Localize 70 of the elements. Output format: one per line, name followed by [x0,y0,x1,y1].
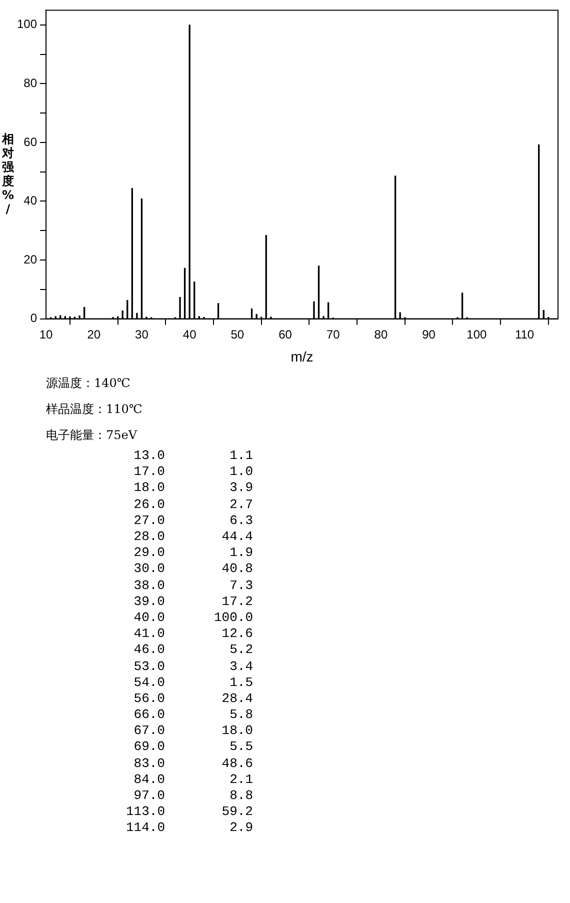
y-tick-label: 80 [24,76,38,90]
text: 54.0 [132,674,165,691]
text: 44.4 [220,528,253,546]
text: 18.0 [220,723,253,740]
text: 40.0 [132,610,165,626]
text: 8.8 [228,788,253,804]
x-tick-label: 100 [466,327,487,342]
x-tick-label: 80 [374,327,388,342]
text: 83.0 [132,756,165,772]
x-tick-label: 90 [422,327,436,342]
text: 18.0 [132,480,165,497]
text: 67.0 [132,723,165,740]
text: 3.4 [228,658,253,675]
text: 17.0 [132,464,165,480]
x-axis-title: m/z [290,348,314,364]
text: 2.1 [228,772,253,788]
text: 27.0 [132,512,165,529]
text: 84.0 [132,772,165,788]
text: 26.0 [132,496,165,513]
y-tick-label: 100 [16,17,38,32]
y-tick-label: 20 [24,252,38,266]
text: 59.2 [220,804,253,820]
text: 1.1 [228,448,253,464]
text: 1.5 [228,674,253,691]
text: 56.0 [132,690,165,707]
text: 100.0 [212,610,253,626]
text: 7.3 [228,578,253,594]
text: 6.3 [228,512,253,529]
text: 17.2 [220,594,253,610]
text: 28.4 [220,690,253,707]
text: 1.0 [228,464,253,480]
x-tick-label: 10 [39,327,54,342]
text: 13.0 [132,448,165,464]
y-tick-label: 40 [24,194,38,208]
text: 1.9 [228,545,253,562]
text: 5.5 [228,739,253,756]
x-tick-label: 20 [87,327,101,342]
text: 40.8 [220,561,253,578]
x-tick-label: 30 [135,327,149,342]
text: 源温度：140℃ [46,375,132,392]
text: 12.6 [220,626,253,642]
text: 2.9 [228,820,253,836]
text: 97.0 [132,788,165,804]
text: 30.0 [132,561,165,578]
text: 53.0 [132,658,165,675]
text: 5.2 [228,642,253,658]
text: 66.0 [132,707,165,724]
text: 41.0 [132,626,165,642]
x-tick-label: 40 [182,327,197,342]
x-tick-label: 110 [514,327,534,342]
y-tick-label: 60 [24,134,38,149]
x-tick-label: 50 [230,327,244,342]
text: 3.9 [228,480,253,497]
x-tick-label: 60 [278,327,292,342]
text: 样品温度：110℃ [46,401,144,418]
text: 38.0 [132,578,165,594]
text: 69.0 [132,739,165,756]
y-axis-title: 相对强度%/ [1,132,15,216]
text: 114.0 [124,820,165,836]
text: 46.0 [132,642,165,658]
text: 48.6 [220,756,253,772]
x-tick-label: 70 [326,327,340,342]
text: 28.0 [132,528,165,546]
text: 29.0 [132,545,165,562]
text: 5.8 [228,707,253,724]
y-tick-label: 0 [30,311,38,326]
text: 电子能量：75eV [46,427,138,444]
text: 113.0 [124,804,165,820]
text: 39.0 [132,594,165,610]
text: 2.7 [228,496,253,513]
